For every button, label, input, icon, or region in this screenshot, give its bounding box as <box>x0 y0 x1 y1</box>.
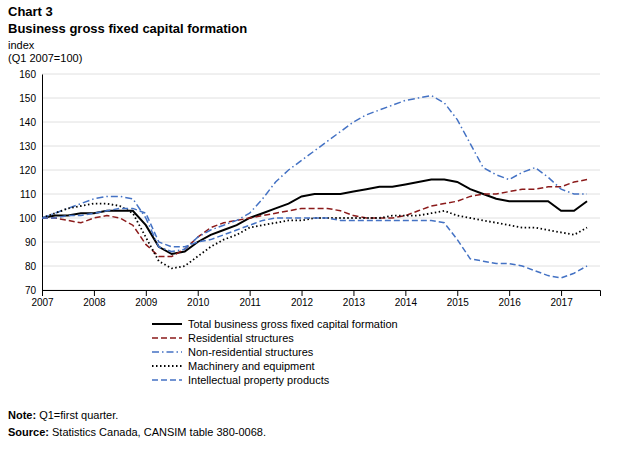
x-tick: 2009 <box>135 290 158 308</box>
x-tick-mark <box>42 290 43 296</box>
annotation: Note: Q1=first quarter. <box>8 409 118 421</box>
y-tick: 120 <box>19 165 42 176</box>
y-tick-label: 80 <box>25 261 37 272</box>
x-tick-mark <box>94 290 95 296</box>
grid-line <box>42 242 600 243</box>
grid-line <box>42 122 600 123</box>
legend: Total business gross fixed capital forma… <box>152 318 398 386</box>
grid-line <box>42 74 600 75</box>
x-tick: 2014 <box>395 290 418 308</box>
y-axis: 70 80 90 100 110 120 130 140 150 160 <box>19 69 42 296</box>
y-axis-title: (Q1 2007=100) <box>8 52 82 64</box>
x-tick-mark <box>405 290 406 296</box>
x-tick: 2017 <box>550 290 573 308</box>
x-tick-mark <box>250 290 251 296</box>
x-tick-label: 2015 <box>447 297 470 308</box>
y-tick: 130 <box>19 141 42 152</box>
grid-line <box>42 266 600 267</box>
legend-item: Residential structures <box>152 332 294 344</box>
x-axis-line <box>43 291 601 297</box>
legend-item: Total business gross fixed capital forma… <box>152 318 398 330</box>
y-tick: 140 <box>19 117 42 128</box>
x-tick-label: 2016 <box>499 297 522 308</box>
legend-label: Non-residential structures <box>188 346 314 358</box>
annotation-text: Statistics Canada, CANSIM table 380-0068… <box>49 426 266 438</box>
y-tick-label: 100 <box>19 213 36 224</box>
y-tick-label: 120 <box>19 165 36 176</box>
x-tick: 2008 <box>83 290 106 308</box>
x-tick: 2015 <box>447 290 470 308</box>
grid <box>42 74 600 290</box>
y-tick: 110 <box>20 189 42 200</box>
x-tick-label: 2007 <box>31 297 54 308</box>
x-tick-mark <box>457 290 458 296</box>
legend-swatch <box>152 323 182 325</box>
x-tick-label: 2017 <box>550 297 573 308</box>
x-axis: 2007 2008 2009 2010 2011 2012 2013 2014 2015 2016… <box>31 290 600 308</box>
legend-swatch <box>152 337 182 339</box>
legend-item: Non-residential structures <box>152 346 314 358</box>
x-tick: 2010 <box>187 290 210 308</box>
x-tick-label: 2009 <box>135 297 158 308</box>
x-tick-label: 2010 <box>187 297 210 308</box>
annotation-text: Q1=first quarter. <box>36 409 118 421</box>
series-line <box>42 208 587 278</box>
series-line <box>42 96 587 252</box>
chart: Chart 3 Business gross fixed capital form… <box>0 0 622 449</box>
x-tick-label: 2013 <box>343 297 366 308</box>
y-tick: 100 <box>19 213 42 224</box>
annotation-heading: Source: <box>8 426 49 438</box>
grid-line <box>42 98 600 99</box>
x-tick: 2012 <box>291 290 314 308</box>
legend-label: Machinery and equipment <box>188 360 315 372</box>
legend-swatch <box>152 379 182 381</box>
legend-label: Intellectual property products <box>188 374 330 386</box>
x-tick: 2011 <box>239 290 261 308</box>
x-tick-mark <box>302 290 303 296</box>
legend-swatch <box>152 351 182 353</box>
y-axis-line <box>42 75 43 291</box>
y-axis-title: index <box>8 39 35 51</box>
y-tick-label: 70 <box>25 285 37 296</box>
plot: 2007 2008 2009 2010 2011 2012 2013 2014 2015 2016… <box>19 69 600 308</box>
x-tick-label: 2008 <box>83 297 106 308</box>
y-tick-label: 90 <box>25 237 37 248</box>
x-tick-label: 2014 <box>395 297 418 308</box>
y-tick: 70 <box>25 285 42 296</box>
y-tick-label: 130 <box>19 141 36 152</box>
grid-line <box>42 218 600 219</box>
legend-swatch <box>152 365 182 367</box>
legend-label: Total business gross fixed capital forma… <box>188 318 398 330</box>
legend-label: Residential structures <box>188 332 294 344</box>
y-tick: 160 <box>19 69 42 80</box>
x-tick-mark <box>353 290 354 296</box>
x-tick-label: 2012 <box>291 297 314 308</box>
y-tick-label: 160 <box>19 69 36 80</box>
y-tick: 90 <box>25 237 42 248</box>
y-tick-label: 150 <box>19 93 36 104</box>
y-tick: 80 <box>25 261 42 272</box>
annotation-heading: Note: <box>8 409 36 421</box>
grid-line <box>42 170 600 171</box>
x-tick-mark <box>561 290 562 296</box>
subtitle: Business gross fixed capital formation <box>8 21 247 36</box>
y-tick-label: 140 <box>19 117 36 128</box>
legend-item: Machinery and equipment <box>152 360 315 372</box>
title: Chart 3 <box>8 4 53 19</box>
x-tick-mark <box>509 290 510 296</box>
y-tick-label: 110 <box>20 189 36 200</box>
annotation: Source: Statistics Canada, CANSIM table … <box>8 426 266 438</box>
x-tick-mark <box>146 290 147 296</box>
legend-item: Intellectual property products <box>152 374 330 386</box>
x-tick-mark <box>198 290 199 296</box>
x-tick: 2013 <box>343 290 366 308</box>
y-tick: 150 <box>19 93 42 104</box>
lines <box>42 96 587 278</box>
x-tick-label: 2011 <box>239 297 261 308</box>
series-line <box>42 180 587 254</box>
series-line <box>42 204 587 269</box>
x-tick: 2016 <box>499 290 522 308</box>
